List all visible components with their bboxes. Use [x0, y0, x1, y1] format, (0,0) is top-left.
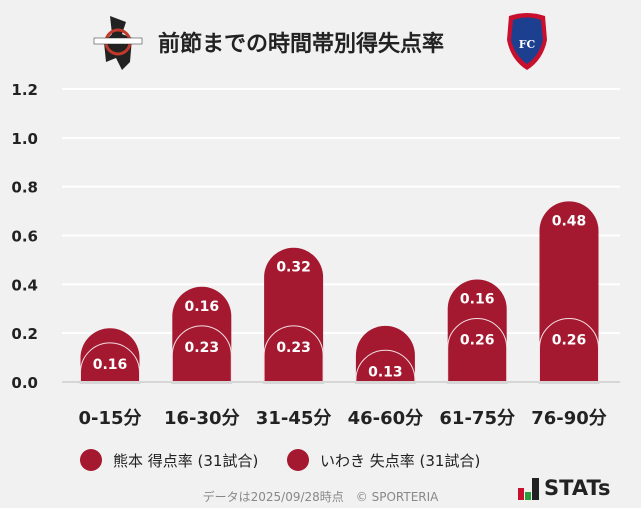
chart: 0.0 0.2 0.4 0.6 0.8 1.0 1.2 0.16 0-15分 0.23 0.16 16…: [11, 81, 620, 429]
data-label: 0.23: [185, 340, 220, 356]
chart-title: 前節までの時間帯別得失点率: [158, 32, 445, 57]
y-tick-label: 1.0: [11, 130, 38, 148]
stats-logo-icon: [518, 478, 539, 500]
data-label: 0.13: [368, 364, 403, 380]
left-team-logo: [92, 12, 144, 72]
x-tick-label: 16-30分: [164, 408, 240, 429]
right-team-logo: FC: [503, 10, 551, 72]
data-label: 0.16: [460, 291, 495, 307]
bar-kumamoto-scored: [539, 318, 599, 383]
baseline: [263, 381, 325, 384]
x-tick-label: 76-90分: [531, 408, 607, 429]
baseline: [79, 381, 141, 384]
svg-text:FC: FC: [519, 38, 536, 51]
x-tick-label: 0-15分: [78, 408, 141, 429]
data-label: 0.26: [460, 333, 495, 349]
baseline: [446, 381, 508, 384]
y-tick-label: 0.0: [11, 374, 38, 392]
data-label: 0.32: [276, 260, 311, 276]
bar-kumamoto-scored: [80, 342, 140, 383]
stats-brand: STATs: [518, 476, 610, 500]
x-tick-label: 61-75分: [439, 408, 515, 429]
bar-kumamoto-scored: [355, 349, 416, 383]
data-label: 0.16: [93, 357, 128, 373]
baseline: [354, 381, 416, 384]
data-label: 0.26: [552, 333, 587, 349]
legend-label: 熊本 得点率 (31試合): [113, 451, 259, 470]
y-tick-label: 0.4: [11, 276, 38, 294]
x-tick-label: 31-45分: [256, 408, 332, 429]
stats-brand-text: STATs: [544, 476, 611, 500]
footer-note: データは2025/09/28時点 © SPORTERIA: [202, 490, 439, 504]
y-tick-label: 1.2: [11, 81, 38, 99]
y-tick-label: 0.6: [11, 228, 38, 246]
bar-kumamoto-scored: [171, 325, 232, 383]
legend-item-iwaki: いわき 失点率 (31試合): [287, 449, 480, 471]
bar-kumamoto-scored: [447, 318, 508, 383]
legend-label: いわき 失点率 (31試合): [320, 451, 481, 470]
bar-kumamoto-scored: [263, 325, 324, 383]
x-tick-label: 46-60分: [348, 408, 424, 429]
data-label: 0.23: [276, 340, 311, 356]
legend-item-kumamoto: 熊本 得点率 (31試合): [80, 449, 258, 471]
legend-swatch: [80, 449, 102, 471]
y-tick-label: 0.2: [11, 325, 38, 343]
data-label: 0.48: [552, 213, 587, 229]
baseline: [538, 381, 600, 384]
y-tick-label: 0.8: [11, 179, 38, 197]
data-label: 0.16: [185, 299, 220, 315]
legend-swatch: [287, 449, 309, 471]
baseline: [171, 381, 233, 384]
